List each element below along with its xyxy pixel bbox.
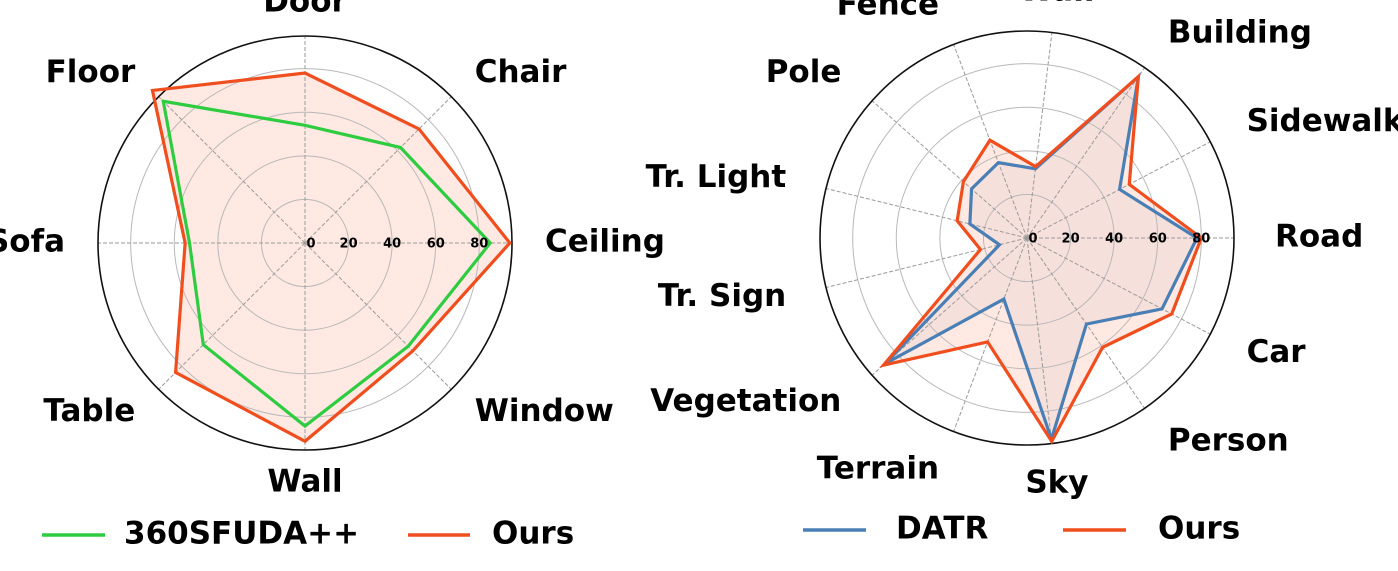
category-label-fence: Fence [837, 0, 939, 23]
radial-tick-label: 0 [1028, 232, 1037, 247]
spoke-floor [158, 96, 306, 244]
category-label-tr-sign: Tr. Sign [658, 278, 786, 314]
category-label-sky: Sky [1025, 465, 1088, 501]
spoke-vegetation [871, 237, 1028, 376]
category-label-tr-light: Tr. Light [646, 159, 787, 195]
series-line-ours [150, 71, 512, 444]
category-label-floor: Floor [46, 54, 136, 90]
category-label-pole: Pole [766, 54, 842, 90]
spoke-pole [871, 100, 1028, 239]
legend-label-datr: DATR [896, 511, 988, 547]
category-label-wall: Wall [267, 464, 342, 500]
radar-chart-indoor: 0 20 40 60 80 Ceiling Chair Door Floor Sofa Table W… [0, 0, 665, 552]
spoke-terrain [953, 237, 1028, 432]
category-label-car: Car [1247, 334, 1307, 370]
radial-tick-label: 80 [470, 237, 488, 252]
legend-label-ours: Ours [492, 516, 574, 552]
outer-circle [819, 30, 1235, 446]
category-label-door: Door [263, 0, 347, 20]
series-fill-ours [152, 73, 510, 442]
category-label-ceiling: Ceiling [545, 224, 665, 260]
radial-tick-label: 40 [1105, 232, 1123, 247]
spoke-car [1026, 237, 1211, 335]
category-label-person: Person [1168, 423, 1289, 459]
radial-tick-label: 40 [383, 237, 401, 252]
category-label-chair: Chair [475, 54, 567, 90]
radial-tick-label: 0 [306, 237, 315, 252]
legend: DATR Ours [803, 511, 1240, 547]
radar-chart-outdoor: 0 20 40 60 80 Road Sidewalk Building Wall Fence Po… [646, 0, 1398, 547]
spoke-tr-light [825, 187, 1028, 239]
spoke-tr-sign [825, 237, 1028, 289]
spoke-building [1026, 67, 1146, 239]
spoke-table [158, 242, 306, 390]
spoke-sky [1026, 237, 1053, 444]
category-label-vegetation: Vegetation [650, 383, 841, 419]
spoke-chair [304, 96, 452, 244]
category-label-table: Table [43, 393, 135, 429]
legend-label-ours: Ours [1158, 511, 1240, 547]
radial-tick-label: 60 [427, 237, 445, 252]
category-label-sofa: Sofa [0, 224, 65, 260]
radial-tick-label: 20 [340, 237, 358, 252]
radial-tick-label: 80 [1192, 232, 1210, 247]
legend: 360SFUDA++ Ours [42, 516, 574, 552]
legend-label-360sfuda: 360SFUDA++ [124, 516, 359, 552]
category-label-window: Window [475, 393, 614, 429]
category-label-sidewalk: Sidewalk [1247, 103, 1398, 139]
category-label-wall: Wall [1019, 0, 1094, 8]
category-label-road: Road [1275, 219, 1363, 255]
series-fill-ours [883, 76, 1202, 442]
radial-tick-label: 20 [1062, 232, 1080, 247]
radial-tick-label: 60 [1149, 232, 1167, 247]
series-line-ours [879, 72, 1204, 445]
series-line-360sfuda [161, 99, 493, 429]
category-label-building: Building [1168, 14, 1312, 50]
category-label-terrain: Terrain [817, 450, 939, 486]
grid-circle [173, 111, 437, 375]
spoke-wall [1026, 32, 1053, 239]
spoke-window [304, 242, 452, 390]
outer-circle [97, 35, 513, 451]
